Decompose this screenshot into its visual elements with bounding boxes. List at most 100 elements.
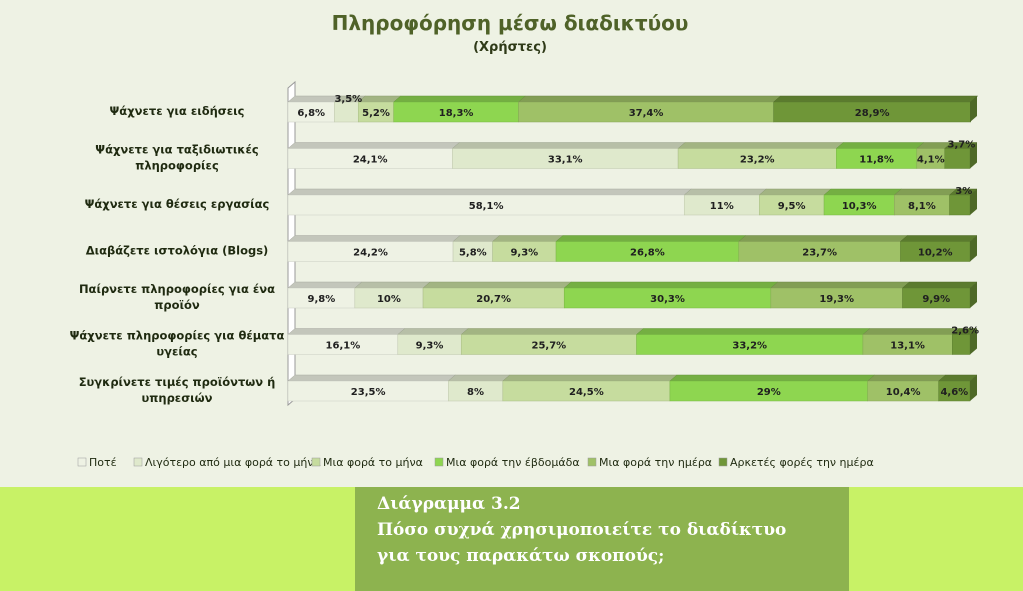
data-label: 9,3% [416,341,444,352]
bar-top-face [683,188,767,196]
bar-top-face [770,281,911,289]
bar-top-face [563,281,779,289]
data-label: 10,2% [918,248,953,259]
bar-top-face [354,281,431,289]
bar-top-face [502,374,678,382]
bar-side-face [970,375,977,401]
data-label: 19,3% [819,294,854,305]
data-label: 18,3% [439,108,474,119]
legend-label: Αρκετές φορές την ημέρα [730,456,874,469]
bar-top-face [452,235,501,242]
caption-number: Διάγραμμα 3.2 [377,494,521,514]
legend-swatch [718,457,728,467]
data-label: 24,2% [353,248,388,259]
bar-top-face [901,281,978,289]
bar-top-face [357,95,402,103]
data-label: 24,1% [353,155,388,166]
data-label: 37,4% [629,108,664,119]
legend-label: Μια φορά το μήνα [323,456,423,469]
data-label: 6,8% [297,108,325,119]
category-label: Ψάχνετε για ταξιδιωτικές [95,143,259,157]
legend-swatch [587,457,597,467]
data-label: 29% [757,387,781,398]
category-label: Διαβάζετε ιστολόγια (Blogs) [86,244,269,258]
bar-top-face [835,142,925,149]
category-label: προϊόν [154,298,200,312]
data-label: 24,5% [569,387,604,398]
data-label: 4,1% [917,155,945,166]
bar-side-face [970,142,977,169]
bar-top-face [867,374,947,382]
bar-top-face [669,374,876,382]
category-label: Ψάχνετε πληροφορίες για θέματα [70,329,285,343]
data-label: 8,1% [908,201,936,212]
data-label: 3,7% [948,140,976,151]
data-label: 30,3% [650,294,685,305]
bar-top-face [862,328,960,335]
data-label: 33,1% [548,155,583,166]
data-label: 10,3% [842,201,877,212]
bar-top-face [893,188,958,196]
data-label: 33,2% [732,341,767,352]
legend-swatch [311,457,321,467]
category-label: υγείας [156,345,197,359]
bar-segment [334,101,359,123]
bar-top-face [460,328,645,335]
data-label: 23,5% [351,387,386,398]
bar-top-face [422,281,572,289]
data-label: 16,1% [326,341,361,352]
category-label: Ψάχνετε για ειδήσεις [110,104,245,118]
bar-side-face [970,235,977,262]
bar-side-face [970,96,977,122]
bar-top-face [758,188,832,196]
bar-top-face [287,188,692,196]
data-label: 20,7% [476,294,511,305]
legend-swatch [133,457,143,467]
stacked-bar-chart: Πληροφόρηση μέσω διαδικτύου (Χρήστες) Ψάχν… [70,11,979,469]
bar-side-face [970,189,977,215]
bar-top-face [397,328,469,335]
data-label: 23,7% [802,248,837,259]
legend-swatch [434,457,444,467]
data-label: 3% [955,186,972,197]
category-label: Ψάχνετε για θέσεις εργασίας [85,197,270,211]
bar-segment [952,334,971,355]
bar-top-face [517,95,782,103]
data-label: 3,5% [334,94,362,105]
bar-top-face [287,95,343,103]
legend-label: Μια φορά την ημέρα [599,456,712,469]
data-label: 9,5% [778,201,806,212]
data-label: 28,9% [855,108,890,119]
data-label: 26,8% [630,248,665,259]
bar-side-face [970,328,977,355]
bar-top-face [393,95,527,103]
data-label: 8% [467,387,484,398]
bar-segment [944,148,971,169]
bar-top-face [447,374,511,382]
data-label: 9,3% [510,248,538,259]
caption-text: Πόσο συχνά χρησιμοποιείτε το διαδίκτυο γ… [377,520,787,566]
bar-top-face [772,95,979,103]
data-label: 23,2% [740,155,775,166]
bar-top-face [451,142,686,149]
data-label: 4,6% [940,387,968,398]
bar-top-face [899,235,978,242]
category-label: Παίρνετε πληροφορίες για ένα [79,282,275,296]
bar-top-face [287,374,456,382]
data-label: 25,7% [532,341,567,352]
bar-top-face [635,328,871,335]
bar-segment [949,194,971,216]
bar-top-face [287,281,363,289]
data-label: 10,4% [886,387,921,398]
bar-top-face [287,328,406,335]
data-label: 58,1% [469,201,504,212]
bar-top-face [823,188,902,196]
legend-label: Μια φορά την έβδομάδα [446,456,580,469]
legend-swatch [77,457,87,467]
chart-title: Πληροφόρηση μέσω διαδικτύου [332,11,689,35]
data-label: 10% [377,294,401,305]
category-label: υπηρεσιών [142,391,213,405]
bar-top-face [491,235,564,242]
data-label: 9,8% [308,294,336,305]
bar-top-face [555,235,747,242]
